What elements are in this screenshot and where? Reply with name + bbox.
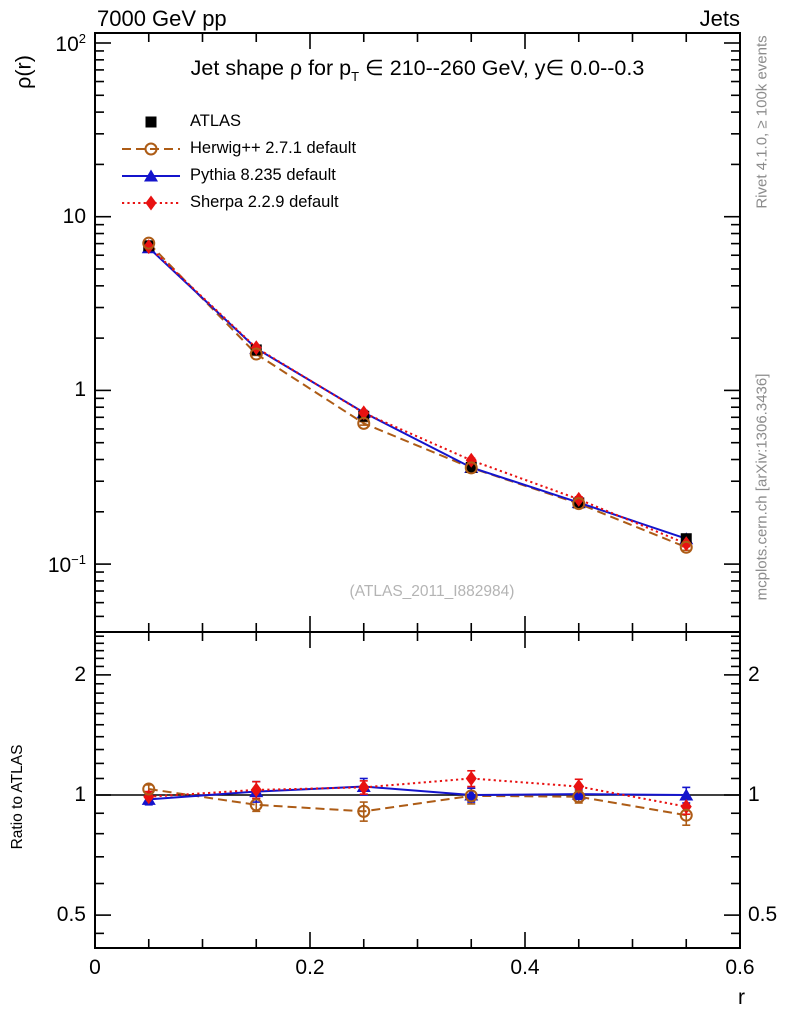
legend-label: Herwig++ 2.7.1 default [190,139,357,157]
plot-title: Jet shape ρ for pT ∈ 210--260 GeV, y∈ 0.… [95,56,740,84]
ratio-y-tick-label-left: 2 [74,662,86,686]
x-tick-label: 0.2 [295,956,325,979]
main-series-line-2 [148,246,687,540]
legend-item-1: Herwig++ 2.7.1 default [120,135,356,162]
main-series-markers-3 [143,239,692,552]
main-series-markers-0 [143,240,692,545]
main-series-errors-2 [144,245,691,543]
x-tick-label: 0 [89,956,101,979]
legend-marker-circle-open-icon [122,142,180,155]
analysis-topic-label: Jets [699,6,740,31]
axis-ticks [94,34,741,947]
plot-title-part1: Jet shape ρ for p [190,56,352,80]
main-y-tick-label: 10 [62,204,86,228]
ratio-series-line-2 [148,785,687,801]
analysis-id-watermark: (ATLAS_2011_I882984) [349,583,515,600]
legend-label: Sherpa 2.2.9 default [190,193,339,211]
panel-frames [94,32,741,949]
ratio-y-tick-label-left: 0.5 [56,903,86,927]
ratio-series-line-3 [148,777,687,808]
ratio-series-markers-1 [142,782,693,822]
legend-marker-square-icon [145,116,157,127]
main-series-errors-3 [144,244,691,548]
main-series-errors-0 [144,243,691,543]
legend-item-3: Sherpa 2.2.9 default [120,189,356,216]
x-axis-title: r [738,986,745,1009]
main-series-line-1 [148,242,687,549]
main-series-line-3 [148,245,687,545]
plot-title-subscript: T [351,69,360,84]
ratio-y-tick-label-right: 0.5 [748,903,778,927]
x-tick-label: 0.6 [725,956,755,979]
main-y-tick-label: 1 [74,378,86,402]
x-tick-label: 0.4 [510,956,540,979]
beam-energy-label: 7000 GeV pp [97,6,227,31]
legend-item-2: Pythia 8.235 default [120,162,356,189]
main-series-errors-1 [144,241,691,552]
legend-label: ATLAS [190,112,242,130]
main-y-tick-label: 102 [55,31,86,56]
main-series-markers-1 [142,236,693,554]
main-y-axis-title: ρ(r) [11,55,36,89]
legend-marker-triangle-icon [122,169,180,181]
plot-title-part2: ∈ 210--260 GeV, y∈ 0.0--0.3 [359,56,645,80]
legend-marker-diamond-icon [122,195,180,210]
ratio-y-tick-label-right: 1 [748,783,760,806]
main-series-markers-2 [141,241,694,545]
legend: ATLAS Herwig++ 2.7.1 default Pythia 8.235 … [120,108,356,216]
ratio-y-tick-label-left: 1 [74,783,86,806]
ratio-y-tick-label-right: 2 [748,662,760,686]
mcplots-arxiv-note: mcplots.cern.ch [arXiv:1306.3436] [753,373,771,601]
legend-item-0: ATLAS [120,108,356,135]
ratio-series-line-1 [148,788,687,817]
rivet-version-note: Rivet 4.1.0, ≥ 100k events [753,35,771,209]
legend-label: Pythia 8.235 default [190,166,336,184]
main-y-tick-label: 10−1 [47,552,86,578]
